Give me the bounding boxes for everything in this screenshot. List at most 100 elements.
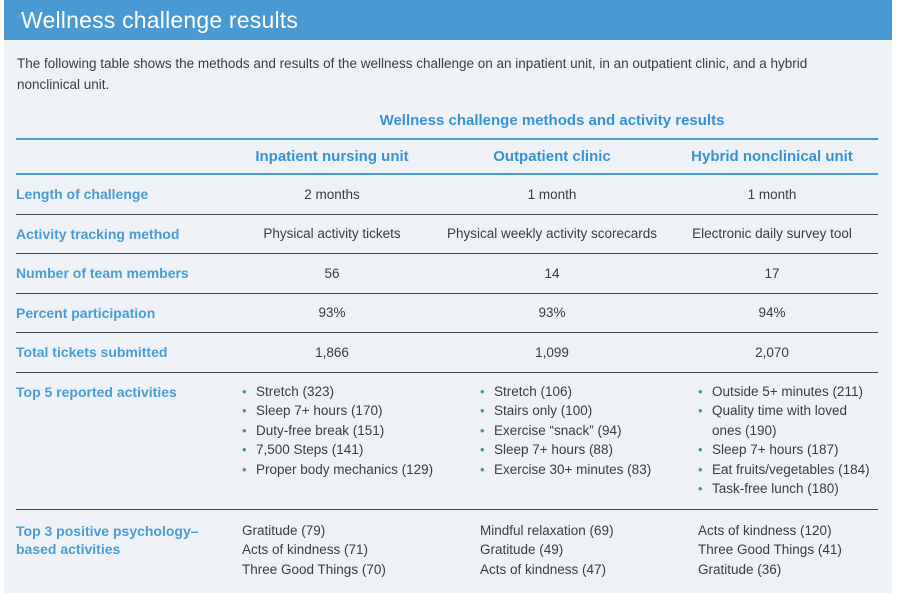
list-item-text: Quality time with loved ones (190)	[712, 403, 848, 438]
bullet-icon: •	[698, 442, 703, 457]
table-row-top5: Top 5 reported activities • Stretch (323)…	[16, 373, 878, 510]
list-item: • Duty-free break (151)	[242, 421, 438, 441]
list-item: • 7,500 Steps (141)	[242, 440, 438, 460]
list-item: • Sleep 7+ hours (170)	[242, 401, 438, 421]
list-item-text: Stretch (323)	[256, 383, 335, 399]
list-item-text: Sleep 7+ hours (170)	[256, 403, 383, 418]
cell-value: 2,070	[755, 344, 789, 360]
column-header-hybrid: Hybrid nonclinical unit	[691, 148, 853, 165]
list-item: • Task-free lunch (180)	[698, 479, 876, 499]
top5-list-outpatient: • Stretch (106) • Stairs only (100) • Exerc…	[438, 382, 666, 480]
row-label: Activity tracking method	[16, 225, 180, 242]
list-item: • Proper body mechanics (129)	[242, 460, 438, 480]
bullet-icon: •	[480, 442, 485, 457]
list-item: Gratitude (79)	[242, 522, 326, 538]
intro-paragraph: The following table shows the methods an…	[17, 56, 808, 92]
cell-value: 1,099	[535, 344, 569, 360]
table-title: Wellness challenge methods and activity …	[379, 112, 725, 129]
table-row: Percent participation 93% 93% 94%	[16, 294, 878, 333]
list-item-text: Stretch (106)	[494, 383, 573, 399]
table-row: Activity tracking method Physical activi…	[16, 215, 878, 254]
list-item-text: Exercise “snack” (94)	[494, 422, 622, 438]
cell-value: 56	[324, 265, 340, 281]
top5-list-hybrid: • Outside 5+ minutes (211) • Quality time …	[666, 382, 878, 499]
results-table: Wellness challenge methods and activity …	[16, 112, 878, 589]
table-row: Number of team members 56 14 17	[16, 254, 878, 294]
page-title: Wellness challenge results	[21, 6, 299, 33]
bullet-icon: •	[480, 422, 485, 438]
list-item: Three Good Things (70)	[242, 561, 386, 577]
top3-list-inpatient: Gratitude (79) Acts of kindness (71) Thr…	[226, 521, 438, 580]
column-header-inpatient: Inpatient nursing unit	[255, 148, 409, 165]
column-header-outpatient: Outpatient clinic	[493, 148, 611, 165]
bullet-icon: •	[698, 383, 703, 399]
list-item: • Stretch (106)	[480, 382, 666, 402]
list-item-text: Sleep 7+ hours (187)	[712, 442, 839, 457]
cell-value: 1 month	[527, 186, 577, 202]
row-label: Number of team members	[16, 265, 189, 282]
title-bar: Wellness challenge results	[4, 0, 892, 40]
cell-value: Physical activity tickets	[263, 226, 401, 242]
cell-value: Electronic daily survey tool	[692, 226, 852, 242]
row-label: Total tickets submitted	[16, 344, 168, 361]
cell-value: 93%	[538, 305, 566, 321]
list-item: • Exercise “snack” (94)	[480, 421, 666, 441]
bullet-icon: •	[698, 403, 703, 418]
list-item: • Eat fruits/vegetables (184)	[698, 460, 876, 480]
table-header-row: Inpatient nursing unit Outpatient clinic…	[16, 138, 878, 175]
bullet-icon: •	[480, 461, 485, 477]
cell-value: 17	[764, 265, 780, 281]
list-item-text: Task-free lunch (180)	[712, 481, 839, 496]
bullet-icon: •	[242, 461, 247, 477]
list-item: • Stretch (323)	[242, 382, 438, 402]
list-item: • Quality time with loved ones (190)	[698, 401, 876, 440]
list-item: • Stairs only (100)	[480, 401, 666, 421]
row-label: Top 5 reported activities	[16, 383, 177, 400]
list-item: Acts of kindness (120)	[698, 522, 832, 538]
table-row: Length of challenge 2 months 1 month 1 m…	[16, 175, 878, 215]
list-item: Acts of kindness (47)	[480, 561, 607, 577]
list-item-text: Sleep 7+ hours (88)	[494, 442, 613, 457]
table-title-row: Wellness challenge methods and activity …	[16, 112, 878, 138]
cell-value: 1,866	[315, 344, 349, 360]
list-item: Three Good Things (41)	[698, 542, 842, 557]
list-item-text: 7,500 Steps (141)	[256, 442, 364, 457]
cell-value: 2 months	[304, 186, 360, 202]
bullet-icon: •	[698, 461, 703, 477]
table-row-top3: Top 3 positive psychology–based activiti…	[16, 510, 878, 590]
list-item-text: Stairs only (100)	[494, 403, 593, 418]
bullet-icon: •	[242, 383, 247, 399]
cell-value: 94%	[758, 305, 786, 321]
top5-list-inpatient: • Stretch (323) • Sleep 7+ hours (170) • Du…	[226, 382, 438, 480]
list-item-text: Eat fruits/vegetables (184)	[712, 461, 870, 477]
cell-value: 93%	[318, 305, 346, 321]
list-item-text: Duty-free break (151)	[256, 422, 385, 438]
bullet-icon: •	[242, 442, 247, 457]
bullet-icon: •	[698, 481, 703, 496]
list-item: • Sleep 7+ hours (88)	[480, 440, 666, 460]
cell-value: 14	[544, 265, 560, 281]
cell-value: Physical weekly activity scorecards	[446, 226, 658, 242]
bullet-icon: •	[242, 403, 247, 418]
list-item-text: Outside 5+ minutes (211)	[712, 383, 863, 399]
bullet-icon: •	[242, 422, 247, 438]
row-label: Top 3 positive psychology–based activiti…	[16, 522, 199, 557]
row-label: Length of challenge	[16, 186, 149, 203]
bullet-icon: •	[480, 383, 485, 399]
list-item: Gratitude (49)	[480, 542, 564, 557]
top3-list-hybrid: Acts of kindness (120) Three Good Things…	[666, 521, 878, 580]
list-item-text: Proper body mechanics (129)	[256, 461, 434, 477]
bullet-icon: •	[480, 403, 485, 418]
list-item: • Outside 5+ minutes (211)	[698, 382, 876, 402]
list-item: Gratitude (36)	[698, 561, 782, 577]
table-row: Total tickets submitted 1,866 1,099 2,07…	[16, 333, 878, 373]
list-item-text: Exercise 30+ minutes (83)	[494, 461, 652, 477]
row-label: Percent participation	[16, 304, 156, 321]
list-item: • Sleep 7+ hours (187)	[698, 440, 876, 460]
top3-list-outpatient: Mindful relaxation (69) Gratitude (49) A…	[438, 521, 666, 580]
cell-value: 1 month	[747, 186, 797, 202]
list-item: • Exercise 30+ minutes (83)	[480, 460, 666, 480]
content-panel: Wellness challenge results The following…	[4, 0, 892, 593]
list-item: Acts of kindness (71)	[242, 542, 369, 557]
